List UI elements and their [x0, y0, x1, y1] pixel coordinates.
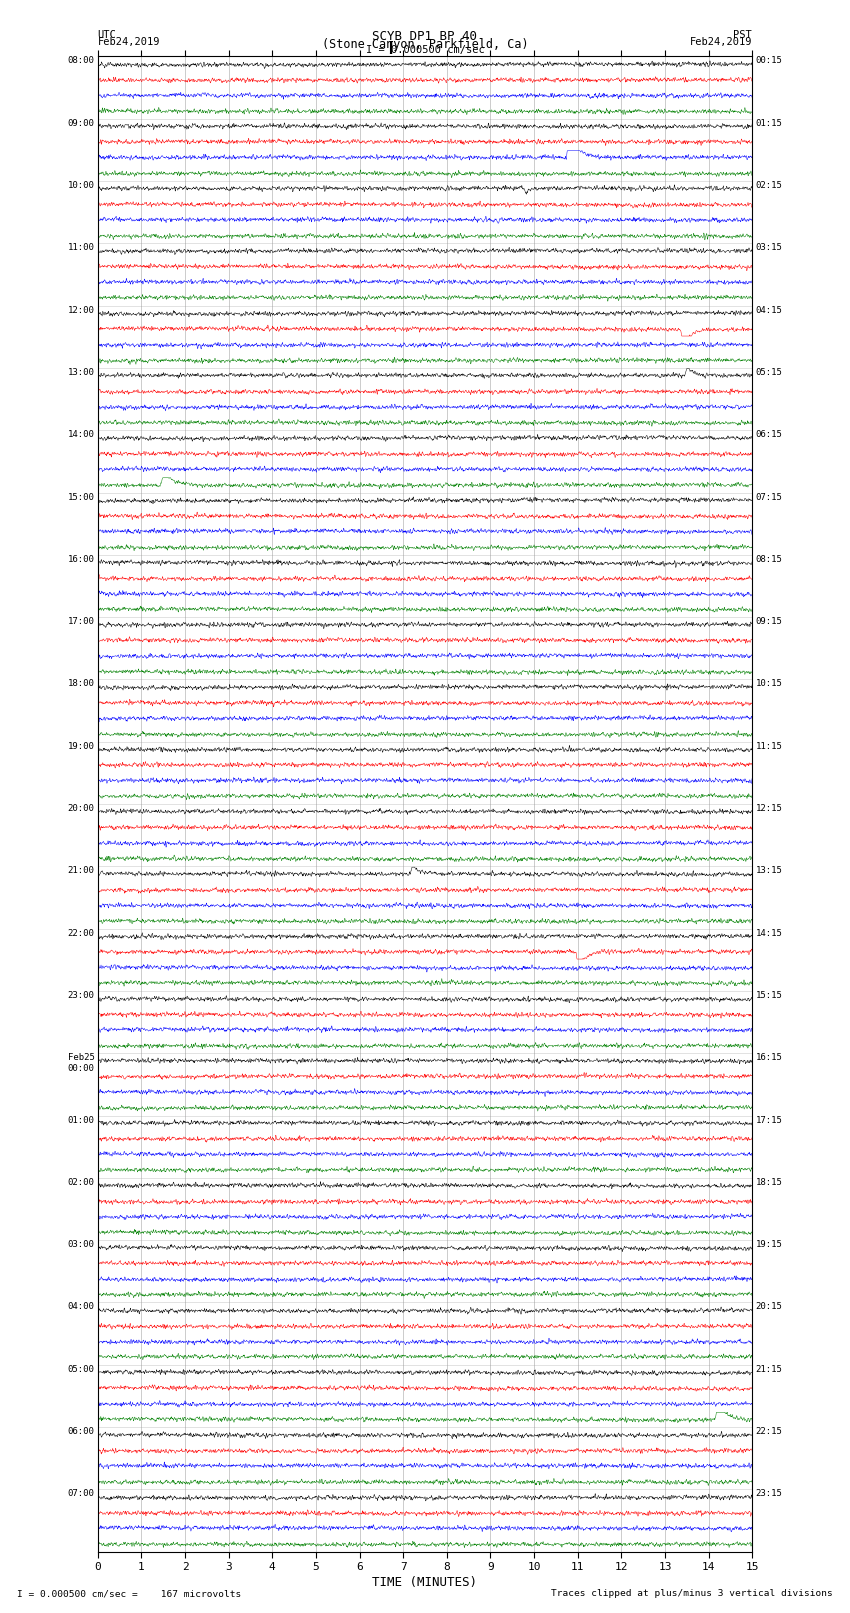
Text: 04:15: 04:15: [756, 306, 782, 315]
Text: 03:00: 03:00: [68, 1240, 94, 1248]
Text: 19:00: 19:00: [68, 742, 94, 750]
Text: 07:00: 07:00: [68, 1489, 94, 1498]
Text: 15:00: 15:00: [68, 492, 94, 502]
Text: 23:15: 23:15: [756, 1489, 782, 1498]
Text: 16:00: 16:00: [68, 555, 94, 565]
Text: 06:15: 06:15: [756, 431, 782, 439]
Text: 05:15: 05:15: [756, 368, 782, 377]
Text: 05:00: 05:00: [68, 1365, 94, 1374]
Text: 20:00: 20:00: [68, 805, 94, 813]
Text: 11:15: 11:15: [756, 742, 782, 750]
Text: 12:00: 12:00: [68, 306, 94, 315]
Text: 03:15: 03:15: [756, 244, 782, 252]
Text: 18:00: 18:00: [68, 679, 94, 689]
Text: Feb24,2019: Feb24,2019: [689, 37, 752, 47]
Text: 15:15: 15:15: [756, 990, 782, 1000]
Text: 09:15: 09:15: [756, 618, 782, 626]
Text: UTC: UTC: [98, 31, 116, 40]
Text: 02:15: 02:15: [756, 181, 782, 190]
Text: 12:15: 12:15: [756, 805, 782, 813]
Text: 23:00: 23:00: [68, 990, 94, 1000]
Text: Feb25
00:00: Feb25 00:00: [68, 1053, 94, 1073]
Text: 16:15: 16:15: [756, 1053, 782, 1063]
Text: I = 0.000500 cm/sec: I = 0.000500 cm/sec: [366, 45, 484, 55]
Text: 22:00: 22:00: [68, 929, 94, 937]
Text: 13:00: 13:00: [68, 368, 94, 377]
Text: 18:15: 18:15: [756, 1177, 782, 1187]
Text: (Stone Canyon, Parkfield, Ca): (Stone Canyon, Parkfield, Ca): [321, 37, 529, 52]
Text: 04:00: 04:00: [68, 1303, 94, 1311]
Text: 06:00: 06:00: [68, 1428, 94, 1436]
Text: 21:00: 21:00: [68, 866, 94, 876]
Text: 08:00: 08:00: [68, 56, 94, 66]
Text: Traces clipped at plus/minus 3 vertical divisions: Traces clipped at plus/minus 3 vertical …: [552, 1589, 833, 1598]
Text: 19:15: 19:15: [756, 1240, 782, 1248]
Text: SCYB DP1 BP 40: SCYB DP1 BP 40: [372, 31, 478, 44]
Text: 00:15: 00:15: [756, 56, 782, 66]
Text: 07:15: 07:15: [756, 492, 782, 502]
Text: 02:00: 02:00: [68, 1177, 94, 1187]
Text: 01:00: 01:00: [68, 1116, 94, 1124]
Text: 21:15: 21:15: [756, 1365, 782, 1374]
Text: 01:15: 01:15: [756, 119, 782, 127]
Text: 22:15: 22:15: [756, 1428, 782, 1436]
Text: 13:15: 13:15: [756, 866, 782, 876]
Text: 09:00: 09:00: [68, 119, 94, 127]
Text: 20:15: 20:15: [756, 1303, 782, 1311]
Text: I = 0.000500 cm/sec =    167 microvolts: I = 0.000500 cm/sec = 167 microvolts: [17, 1589, 241, 1598]
X-axis label: TIME (MINUTES): TIME (MINUTES): [372, 1576, 478, 1589]
Text: 17:00: 17:00: [68, 618, 94, 626]
Text: PST: PST: [734, 31, 752, 40]
Text: Feb24,2019: Feb24,2019: [98, 37, 161, 47]
Text: 17:15: 17:15: [756, 1116, 782, 1124]
Text: 08:15: 08:15: [756, 555, 782, 565]
Text: 14:15: 14:15: [756, 929, 782, 937]
Text: 11:00: 11:00: [68, 244, 94, 252]
Text: 10:00: 10:00: [68, 181, 94, 190]
Text: 14:00: 14:00: [68, 431, 94, 439]
Text: 10:15: 10:15: [756, 679, 782, 689]
